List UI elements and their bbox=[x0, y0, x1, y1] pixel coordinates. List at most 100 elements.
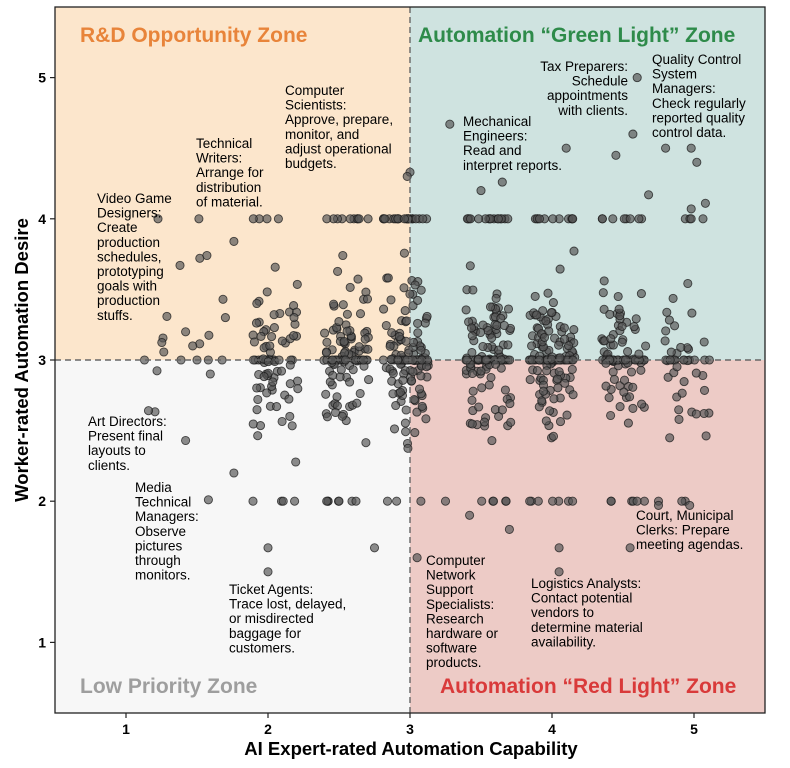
data-point bbox=[544, 326, 554, 336]
annotation-line: Tax Preparers: bbox=[540, 59, 628, 74]
data-point bbox=[554, 367, 564, 377]
y-tick-label: 4 bbox=[38, 211, 46, 227]
data-point bbox=[287, 421, 297, 431]
annotation-line: Scientists: bbox=[285, 98, 347, 113]
data-point bbox=[467, 331, 477, 341]
data-point bbox=[674, 414, 684, 424]
annotation-line: Ticket Agents: bbox=[229, 582, 313, 597]
data-point bbox=[615, 402, 625, 412]
y-tick-label: 2 bbox=[38, 493, 46, 509]
data-point bbox=[289, 331, 299, 341]
data-point bbox=[568, 214, 578, 224]
data-point bbox=[569, 325, 579, 335]
data-point bbox=[259, 372, 269, 382]
data-point bbox=[256, 331, 266, 341]
data-point bbox=[538, 386, 549, 396]
annotation-line: Read and bbox=[463, 143, 522, 158]
annotation-line: control data. bbox=[652, 125, 726, 140]
data-point bbox=[320, 328, 330, 338]
data-point bbox=[474, 214, 484, 224]
data-point bbox=[628, 129, 638, 139]
data-point bbox=[661, 326, 671, 336]
y-tick-label: 1 bbox=[38, 634, 46, 650]
data-point bbox=[251, 318, 262, 328]
data-point bbox=[421, 414, 431, 424]
annotation-line: Media bbox=[135, 480, 172, 495]
data-point bbox=[478, 320, 488, 330]
data-point bbox=[608, 214, 618, 224]
data-point bbox=[382, 496, 393, 506]
data-point bbox=[289, 312, 299, 323]
data-point bbox=[484, 380, 494, 390]
data-point bbox=[476, 327, 486, 338]
data-point bbox=[641, 341, 651, 351]
data-point bbox=[496, 313, 506, 323]
y-tick-label: 3 bbox=[38, 352, 46, 368]
x-axis-label: AI Expert-rated Automation Capability bbox=[244, 738, 578, 759]
data-point bbox=[175, 260, 185, 270]
data-point bbox=[491, 293, 501, 303]
data-point bbox=[632, 496, 642, 506]
annotation-line: with clients. bbox=[557, 103, 628, 118]
data-point bbox=[617, 337, 627, 347]
annotation-line: Logistics Analysts: bbox=[531, 576, 641, 591]
data-point bbox=[677, 496, 687, 506]
data-point bbox=[614, 304, 624, 314]
data-point bbox=[203, 495, 213, 505]
data-point bbox=[625, 543, 635, 553]
data-point bbox=[465, 214, 476, 224]
data-point bbox=[248, 419, 258, 429]
data-point bbox=[252, 405, 262, 415]
data-point bbox=[503, 340, 513, 350]
data-point bbox=[465, 510, 475, 520]
data-point bbox=[548, 298, 558, 308]
data-point bbox=[569, 246, 579, 256]
annotations: Video GameDesigners:Createproductionsche… bbox=[88, 52, 746, 670]
data-point bbox=[653, 500, 664, 510]
data-point bbox=[157, 337, 167, 348]
data-point bbox=[253, 394, 263, 405]
data-point bbox=[440, 496, 451, 506]
data-point bbox=[506, 417, 516, 427]
annotation-line: Network bbox=[426, 568, 476, 583]
data-point bbox=[413, 328, 423, 338]
data-point bbox=[548, 214, 558, 224]
data-point bbox=[262, 287, 272, 297]
data-point bbox=[269, 323, 279, 333]
data-point bbox=[391, 400, 401, 411]
data-point bbox=[386, 295, 396, 305]
data-point bbox=[664, 315, 674, 325]
data-point bbox=[488, 496, 499, 506]
data-point bbox=[568, 390, 578, 400]
data-point bbox=[401, 427, 411, 437]
data-point bbox=[342, 326, 352, 336]
data-point bbox=[255, 421, 266, 431]
annotation-line: Managers: bbox=[135, 509, 199, 524]
data-point bbox=[503, 304, 514, 314]
annotation-line: appointments bbox=[547, 88, 628, 103]
data-point bbox=[534, 214, 545, 224]
data-point bbox=[330, 407, 341, 418]
annotation-line: Mechanical bbox=[463, 114, 531, 129]
data-point bbox=[668, 293, 678, 303]
data-point bbox=[674, 405, 684, 415]
x-tick-label: 3 bbox=[406, 721, 414, 737]
data-point bbox=[321, 348, 331, 358]
annotation-line: vendors to bbox=[531, 605, 594, 620]
annotation-line: Managers: bbox=[652, 81, 716, 96]
data-point bbox=[698, 214, 708, 224]
annotation-line: Art Directors: bbox=[88, 414, 167, 429]
data-point bbox=[527, 341, 537, 351]
data-point bbox=[381, 320, 391, 331]
annotation-line: production bbox=[97, 235, 160, 250]
annotation-line: monitor, and bbox=[285, 127, 359, 142]
data-point bbox=[329, 299, 339, 309]
data-point bbox=[487, 436, 497, 446]
data-point bbox=[477, 496, 487, 506]
data-point bbox=[352, 398, 362, 408]
data-point bbox=[277, 416, 287, 427]
annotation-line: prototyping bbox=[97, 264, 164, 279]
data-point bbox=[361, 438, 371, 448]
data-point bbox=[290, 496, 300, 506]
